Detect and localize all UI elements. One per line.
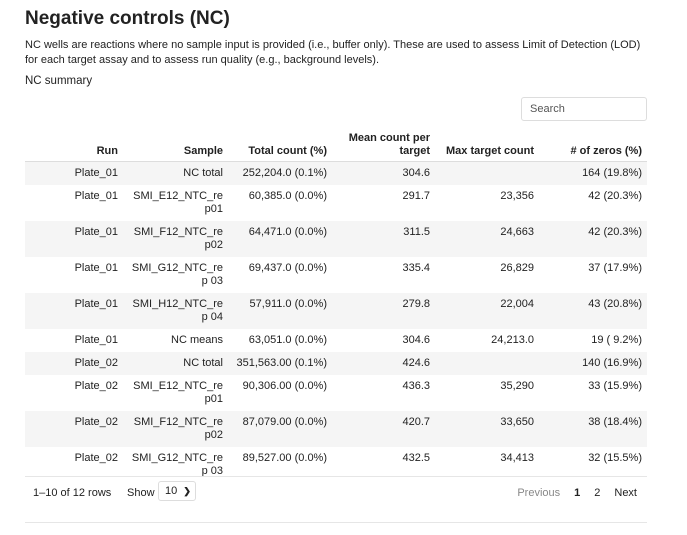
cell-run: Plate_02 <box>74 452 118 464</box>
cell-max-count <box>435 352 539 375</box>
cell-zeros: 32 (15.5%) <box>588 452 642 464</box>
cell-total-count: 351,563.00 (0.1%) <box>228 352 332 375</box>
cell-zeros: 33 (15.9%) <box>588 380 642 392</box>
cell-run: Plate_01 <box>25 221 123 257</box>
cell-zeros: 42 (20.3%) <box>539 221 647 257</box>
rows-info: 1–10 of 12 rows <box>33 487 112 499</box>
page-size-select[interactable]: 10 ❯ <box>158 481 196 501</box>
cell-max-count: 24,663 <box>435 221 539 257</box>
cell-mean-count: 279.8 <box>332 293 435 329</box>
chevron-down-icon: ❯ <box>183 486 191 496</box>
cell-max-count: 26,829 <box>500 262 534 274</box>
cell-total-count: 60,385.0 (0.0%) <box>248 190 327 202</box>
cell-sample: NC total <box>123 352 228 375</box>
cell-total-count: 63,051.0 (0.0%) <box>248 334 327 346</box>
cell-mean-count: 436.3 <box>402 380 430 392</box>
cell-mean-count: 304.6 <box>402 334 430 346</box>
cell-zeros: 140 (16.9%) <box>539 352 647 375</box>
cell-zeros: 37 (17.9%) <box>588 262 642 274</box>
cell-sample: SMI_F12_NTC_rep02 <box>123 411 228 447</box>
table-row: Plate_01 NC total 252,204.0 (0.1%) 304.6 164… <box>25 161 647 185</box>
search-input[interactable] <box>521 97 647 121</box>
cell-zeros: 38 (18.4%) <box>539 411 647 447</box>
table-row: Plate_01 SMI_H12_NTC_rep 04 57,911.0 (0.0%… <box>25 293 647 329</box>
page-size-value: 10 <box>165 485 178 497</box>
cell-max-count: 23,356 <box>500 190 534 202</box>
table-row: Plate_01 SMI_F12_NTC_rep02 64,471.0 (0.0%)… <box>25 221 647 257</box>
cell-sample: NC total <box>123 161 228 185</box>
cell-run: Plate_02 <box>25 352 123 375</box>
cell-max-count: 35,290 <box>500 380 534 392</box>
table-row: Plate_01 NC means 63,051.0 (0.0%) 304.6 24,2… <box>25 329 647 352</box>
cell-max-count: 22,004 <box>435 293 539 329</box>
table-row: Plate_02 NC total 351,563.00 (0.1%) 424.6 14… <box>25 352 647 375</box>
column-header-zeros[interactable]: # of zeros (%) <box>539 129 647 162</box>
cell-total-count: 69,437.0 (0.0%) <box>248 262 327 274</box>
cell-mean-count: 432.5 <box>402 452 430 464</box>
cell-sample: SMI_G12_NTC_rep 03 <box>131 452 223 477</box>
table-row: Plate_02 SMI_E12_NTC_rep01 90,306.00 (0.0%… <box>25 375 647 411</box>
column-header-sample[interactable]: Sample <box>123 129 228 162</box>
description: NC wells are reactions where no sample i… <box>25 39 641 66</box>
table-header-row: Run Sample Total count (%) Mean count per t… <box>25 129 647 162</box>
cell-max-count: 33,650 <box>435 411 539 447</box>
cell-run: Plate_01 <box>74 262 118 274</box>
table-row: Plate_01 SMI_G12_NTC_rep 03 69,437.0 (0.0%… <box>25 257 647 293</box>
cell-sample: SMI_G12_NTC_rep 03 <box>131 262 223 287</box>
cell-zeros: 43 (20.8%) <box>539 293 647 329</box>
cell-total-count: 89,527.00 (0.0%) <box>242 452 327 464</box>
cell-sample: NC means <box>171 334 223 346</box>
cell-total-count: 87,079.00 (0.0%) <box>228 411 332 447</box>
cell-sample: SMI_H12_NTC_rep 04 <box>123 293 228 329</box>
cell-total-count: 64,471.0 (0.0%) <box>228 221 332 257</box>
cell-run: Plate_02 <box>74 380 118 392</box>
cell-mean-count: 311.5 <box>332 221 435 257</box>
table-row: Plate_01 SMI_E12_NTC_rep01 60,385.0 (0.0%)… <box>25 185 647 221</box>
cell-max-count <box>435 161 539 185</box>
cell-run: Plate_01 <box>25 293 123 329</box>
cell-mean-count: 304.6 <box>332 161 435 185</box>
table-row: Plate_02 SMI_G12_NTC_rep 03 89,527.00 (0.0… <box>25 447 647 483</box>
column-header-total-count[interactable]: Total count (%) <box>228 129 332 162</box>
page-2-button[interactable]: 2 <box>594 487 601 499</box>
cell-total-count: 90,306.00 (0.0%) <box>242 380 327 392</box>
cell-zeros: 42 (20.3%) <box>588 190 642 202</box>
cell-sample: SMI_E12_NTC_rep01 <box>133 190 223 215</box>
cell-total-count: 252,204.0 (0.1%) <box>228 161 332 185</box>
cell-max-count: 34,413 <box>500 452 534 464</box>
cell-run: Plate_01 <box>74 334 118 346</box>
cell-sample: SMI_E12_NTC_rep01 <box>133 380 223 405</box>
section-subtitle: NC summary <box>25 75 93 87</box>
table-footer: 1–10 of 12 rows Show 10 ❯ Previous 1 2 N… <box>25 476 647 507</box>
cell-mean-count: 291.7 <box>402 190 430 202</box>
cell-mean-count: 335.4 <box>402 262 430 274</box>
cell-mean-count: 424.6 <box>332 352 435 375</box>
cell-run: Plate_01 <box>74 190 118 202</box>
cell-max-count: 24,213.0 <box>491 334 534 346</box>
page-title: Negative controls (NC) <box>25 8 230 29</box>
previous-page-button[interactable]: Previous <box>517 487 561 499</box>
divider <box>25 522 647 523</box>
table-row: Plate_02 SMI_F12_NTC_rep02 87,079.00 (0.0%… <box>25 411 647 447</box>
column-header-mean-count[interactable]: Mean count per target <box>332 129 435 162</box>
cell-zeros: 164 (19.8%) <box>539 161 647 185</box>
cell-mean-count: 420.7 <box>332 411 435 447</box>
cell-run: Plate_02 <box>25 411 123 447</box>
cell-total-count: 57,911.0 (0.0%) <box>228 293 332 329</box>
cell-sample: SMI_F12_NTC_rep02 <box>123 221 228 257</box>
nc-summary-table: Run Sample Total count (%) Mean count per t… <box>25 129 647 483</box>
column-header-run[interactable]: Run <box>25 129 123 162</box>
show-label: Show <box>127 487 155 499</box>
column-header-max-count[interactable]: Max target count <box>435 129 539 162</box>
cell-zeros: 19 ( 9.2%) <box>591 334 642 346</box>
next-page-button[interactable]: Next <box>614 487 637 499</box>
cell-run: Plate_01 <box>25 161 123 185</box>
pagination: Previous 1 2 Next <box>503 487 637 499</box>
page-1-button[interactable]: 1 <box>574 487 581 499</box>
